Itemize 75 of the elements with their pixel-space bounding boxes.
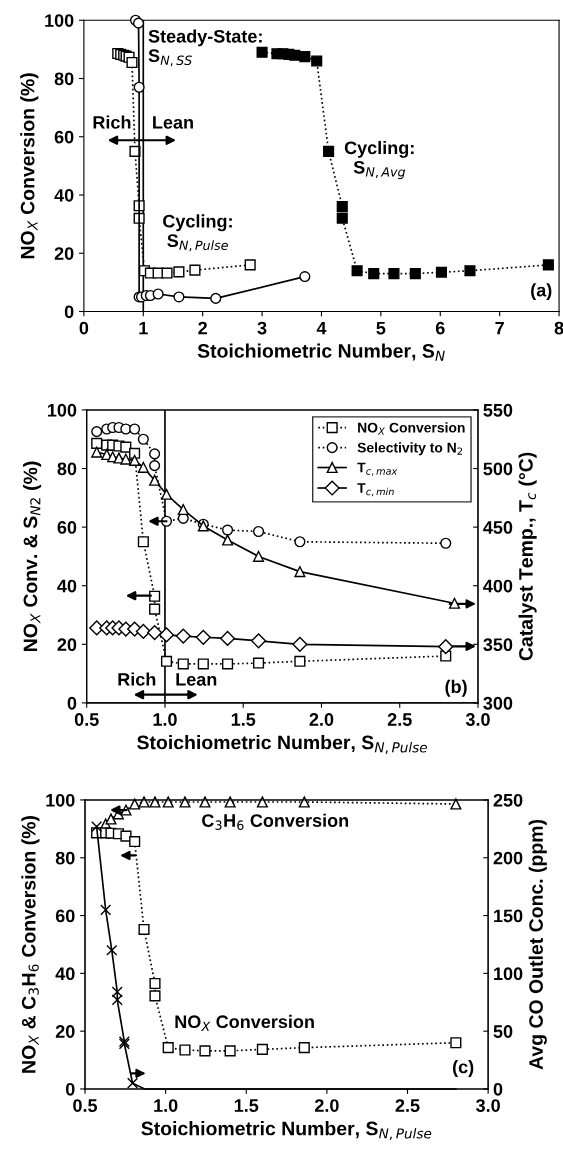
x-tick-label: 3	[257, 321, 267, 335]
y-tick-label: 80	[55, 851, 75, 865]
x-tick-label: 1.5	[231, 713, 256, 726]
x-tick-label: 0.5	[74, 713, 99, 726]
y-tick-label: 0	[67, 696, 77, 710]
y2-axis-title: Catalyst Temp., T$_{c}$ (°C)	[518, 452, 537, 661]
annotation: Lean	[176, 673, 217, 686]
legend-label: T$_{c,min}$	[357, 483, 394, 497]
y2-tick-label: 200	[493, 851, 523, 865]
y-tick-label: 100	[47, 403, 77, 417]
x-tick-label: 2	[198, 321, 207, 335]
y-tick-label: 0	[64, 305, 74, 319]
x-tick-label: 2.0	[309, 713, 334, 726]
y2-axis-title: Avg CO Outlet Conc. (ppm)	[528, 819, 547, 1070]
y-tick-label: 20	[55, 1025, 75, 1038]
y2-tick-label: 300	[483, 696, 513, 710]
y2-tick-label: 550	[483, 403, 513, 417]
y-tick-label: 60	[55, 909, 75, 923]
annotation: C$_{3}$H$_{6}$ Conversion	[202, 813, 349, 830]
y-tick-label: 100	[46, 793, 75, 807]
y2-tick-label: 250	[493, 793, 523, 807]
x-tick-label: 8	[554, 321, 563, 335]
x-tick-label: 2.5	[395, 1099, 420, 1112]
x-tick-label: 4	[316, 321, 327, 335]
x-axis-title: Stoichiometric Number, S$_{N}$	[197, 343, 445, 361]
y-tick-label: 100	[45, 14, 74, 27]
y2-tick-label: 450	[483, 521, 513, 534]
y-tick-label: 60	[54, 130, 74, 144]
legend-label: Selectivity to N$_{2}$	[357, 442, 463, 456]
x-tick-label: 1.5	[234, 1099, 259, 1112]
y-tick-label: 40	[55, 967, 75, 981]
y2-tick-label: 350	[483, 638, 513, 652]
annotation: (a)	[531, 283, 552, 301]
x-tick-label: 1.0	[154, 1099, 178, 1112]
annotation: Rich	[93, 115, 131, 129]
annotation: Lean	[153, 116, 193, 129]
y2-tick-label: 400	[483, 579, 513, 593]
y2-tick-label: 500	[483, 462, 513, 476]
x-tick-label: 2.0	[314, 1099, 339, 1112]
x-tick-label: 0.5	[73, 1099, 98, 1112]
y-tick-label: 60	[57, 521, 77, 534]
x-axis-title: Stoichiometric Number, S$_{N,Pulse}$	[137, 735, 428, 754]
y-axis-title: NO$_{X}$ & C$_{3}$H$_{6}$ Conversion (%)	[21, 816, 40, 1073]
legend-label: NO$_{X}$ Conversion	[358, 422, 465, 435]
y-tick-label: 0	[65, 1082, 75, 1096]
y-axis-title: NO$_{X}$ Conversion (%)	[20, 73, 39, 259]
x-tick-label: 0	[79, 321, 89, 335]
x-tick-label: 3.0	[475, 1099, 500, 1112]
annotation: Steady-State: S$_{N,SS}$	[148, 29, 262, 67]
y-tick-label: 40	[54, 188, 74, 202]
y-tick-label: 20	[57, 638, 77, 652]
legend-label: T$_{c,max}$	[357, 462, 398, 476]
x-axis-title: Stoichiometric Number, S$_{N,Pulse}$	[141, 1121, 432, 1140]
y-tick-label: 80	[54, 72, 74, 86]
x-tick-label: 1	[139, 321, 148, 335]
y-tick-label: 20	[54, 247, 74, 260]
y-axis-title: NO$_{X}$ Conv. & S$_{N2}$ (%)	[23, 461, 42, 651]
x-tick-label: 6	[435, 321, 445, 335]
y2-tick-label: 0	[493, 1082, 503, 1096]
annotation: Cycling: S$_{N,Pulse}$	[163, 214, 232, 252]
y-tick-label: 40	[57, 579, 77, 593]
annotation: Cycling: S$_{N,Avg}$	[344, 140, 414, 180]
x-tick-label: 3.0	[465, 713, 490, 726]
x-tick-label: 7	[495, 321, 504, 335]
x-tick-label: 5	[376, 321, 386, 335]
x-tick-label: 1.0	[153, 713, 177, 726]
y-tick-label: 80	[57, 462, 77, 476]
annotation: Rich	[118, 672, 156, 686]
annotation: NO$_{X}$ Conversion	[175, 1014, 314, 1031]
y2-tick-label: 100	[494, 967, 523, 981]
x-tick-label: 2.5	[387, 713, 412, 726]
y2-tick-label: 50	[493, 1025, 513, 1038]
annotation: (c)	[453, 1060, 474, 1077]
y2-tick-label: 150	[494, 909, 523, 923]
annotation: (b)	[445, 679, 467, 697]
